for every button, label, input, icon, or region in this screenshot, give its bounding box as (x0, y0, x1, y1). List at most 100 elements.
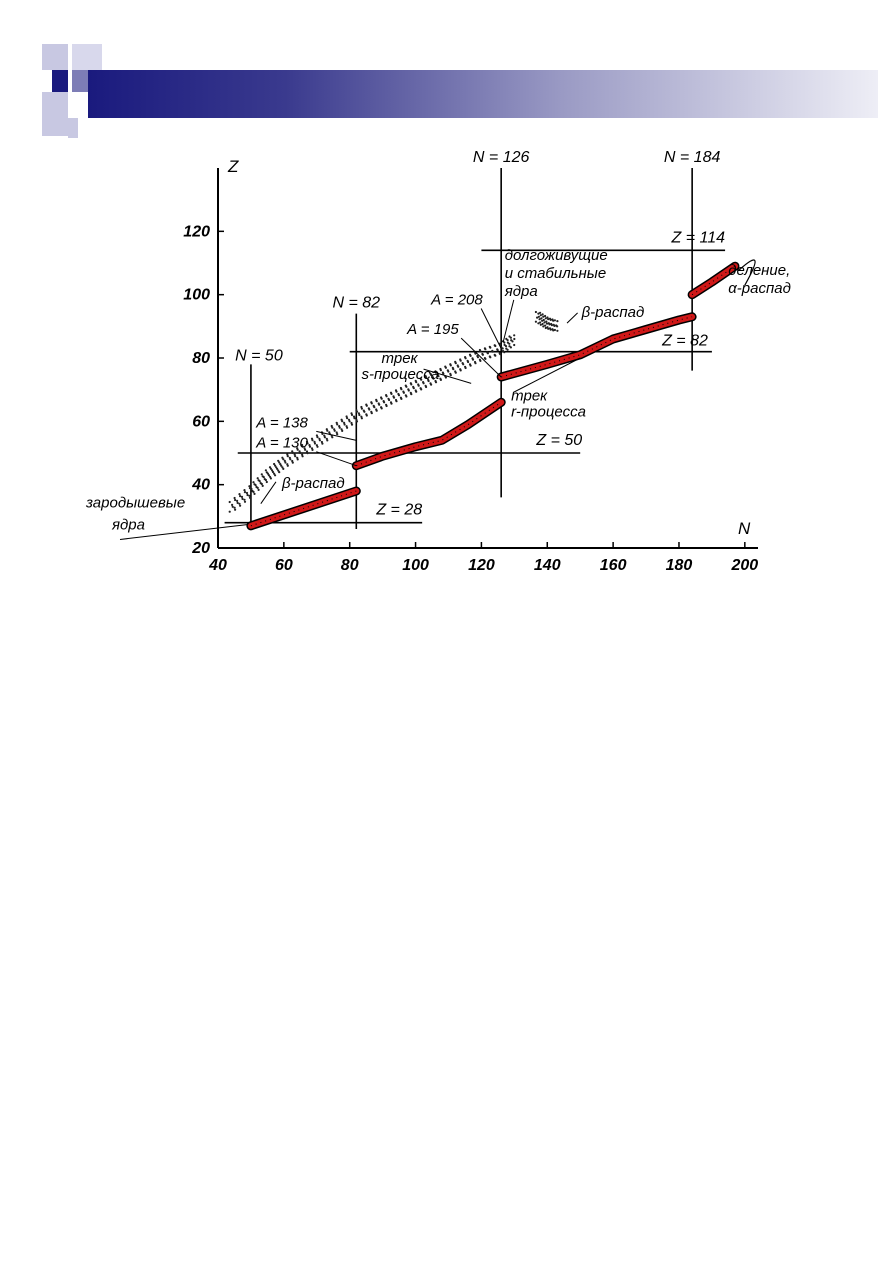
s-process-dot (248, 494, 251, 497)
s-process-dot (360, 405, 363, 409)
s-process-dot (476, 354, 479, 358)
s-process-dot (243, 498, 246, 501)
s-process-dot (256, 477, 259, 480)
s-process-dot (534, 310, 538, 314)
leader-line-stable (502, 299, 515, 343)
magic-line-label: Z = 50 (535, 432, 582, 449)
s-process-dot (262, 476, 265, 479)
s-process-dot (493, 353, 496, 356)
annotation-label: деление, (728, 262, 790, 279)
s-process-dot (308, 444, 311, 447)
s-process-dot (268, 466, 272, 469)
s-process-dot (454, 370, 457, 373)
s-process-dot (286, 453, 289, 456)
s-process-dot (288, 456, 291, 459)
s-process-dot (389, 391, 393, 394)
s-process-dot (456, 364, 459, 367)
s-process-dot (547, 318, 550, 321)
x-tick-label: 180 (666, 557, 693, 574)
s-process-dot (245, 491, 249, 495)
s-process-dot (385, 394, 388, 397)
s-process-dot (345, 425, 348, 428)
s-process-dot (325, 437, 328, 440)
s-process-dot (506, 341, 509, 344)
s-process-dot (258, 480, 261, 483)
s-process-dot (404, 384, 407, 387)
s-process-dot (271, 469, 274, 472)
s-process-dot (303, 447, 306, 450)
s-process-dot (274, 474, 277, 477)
s-process-dot (282, 467, 285, 470)
s-process-dot (318, 437, 321, 440)
s-process-dot (315, 434, 318, 437)
leader-line-s-process (423, 368, 472, 384)
s-process-dot (278, 471, 281, 474)
header-square-mid-top (72, 44, 102, 70)
annotation-label: трек (511, 388, 548, 405)
s-process-dot (417, 383, 420, 386)
annotation-label: A = 138 (255, 414, 308, 431)
s-process-dot (468, 363, 472, 366)
s-process-dot (241, 497, 244, 500)
s-process-dot (544, 326, 547, 330)
r-process-band (689, 263, 738, 298)
s-process-dot (436, 373, 439, 377)
s-process-dot (503, 343, 506, 346)
s-process-dot (449, 363, 452, 366)
s-process-dot (510, 339, 513, 342)
s-process-dot (277, 469, 280, 472)
s-process-dot (439, 367, 442, 371)
s-process-dot (269, 477, 272, 480)
s-process-dot (281, 466, 284, 469)
s-process-dot (345, 415, 348, 418)
magic-line-label: N = 126 (473, 149, 530, 166)
s-process-dot (459, 358, 462, 361)
annotation-label: трек (382, 350, 419, 367)
x-tick-label: 120 (468, 557, 495, 574)
s-process-dot (367, 407, 370, 410)
s-process-dot (305, 440, 309, 443)
s-process-dot (252, 490, 255, 493)
s-process-dot (501, 349, 505, 353)
s-process-dot (446, 369, 449, 372)
s-process-dot (274, 464, 277, 467)
s-process-dot (271, 470, 275, 474)
s-process-dot (547, 327, 550, 330)
s-process-dot (261, 484, 264, 487)
s-process-dot (412, 385, 415, 388)
s-process-dot (275, 466, 278, 469)
s-process-dot (508, 345, 511, 348)
y-tick-label: 100 (183, 287, 210, 304)
s-process-dot (544, 317, 547, 320)
y-tick-label: 120 (183, 223, 210, 240)
s-process-dot (250, 487, 253, 491)
s-process-dot (370, 410, 373, 413)
s-process-dot (449, 372, 452, 375)
s-process-dot (296, 456, 299, 459)
s-process-dot (466, 359, 469, 362)
s-process-dot (439, 377, 442, 380)
s-process-dot (431, 376, 435, 379)
s-process-dot (459, 368, 462, 371)
annotation-label: A = 208 (430, 292, 483, 309)
s-process-dot (539, 321, 542, 324)
s-process-dot (493, 344, 496, 347)
s-process-dot (293, 453, 296, 456)
s-process-dot (246, 493, 249, 497)
s-process-dot (291, 459, 294, 463)
s-process-dot (340, 418, 343, 421)
s-process-dot (461, 362, 464, 365)
s-process-dot (298, 450, 301, 453)
s-process-dot (505, 347, 508, 350)
r-process-band (498, 313, 696, 380)
s-process-dot (552, 329, 555, 332)
s-process-dot (539, 323, 542, 326)
s-process-dot (231, 503, 234, 506)
y-tick-label: 40 (191, 477, 210, 494)
s-process-dot (464, 365, 467, 368)
s-process-dot (483, 357, 486, 360)
s-process-dot (536, 316, 539, 319)
s-process-dot (399, 386, 402, 390)
x-tick-label: 40 (208, 557, 227, 574)
s-process-dot (544, 314, 547, 318)
